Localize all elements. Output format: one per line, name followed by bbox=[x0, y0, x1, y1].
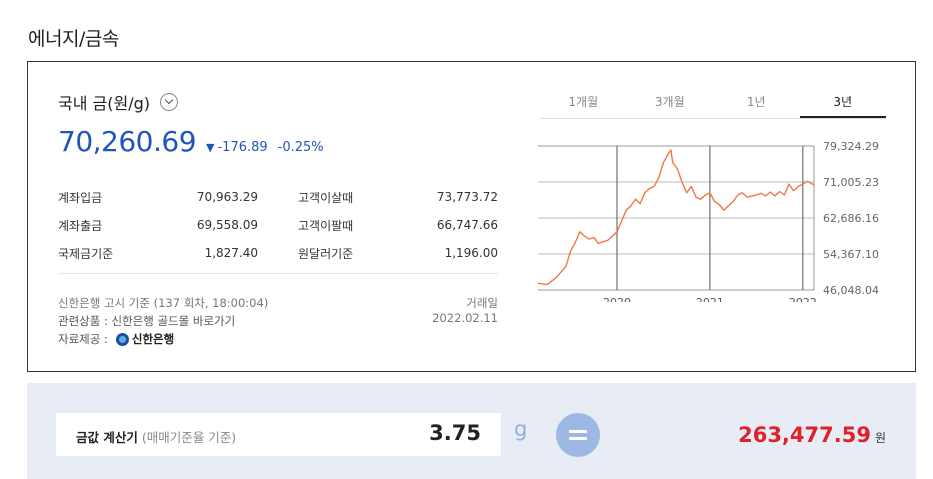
info-value: 1,827.40 bbox=[204, 246, 258, 260]
tab-1month[interactable]: 1개월 bbox=[568, 95, 599, 109]
info-label: 계좌입금 bbox=[58, 190, 103, 205]
x-tick-label: 2022 bbox=[789, 296, 817, 302]
info-row: 계좌출금 69,558.09 고객이팔때 66,747.66 bbox=[58, 211, 498, 239]
data-provider: 자료제공 : 신한은행 bbox=[58, 331, 174, 347]
tab-3year[interactable]: 3년 bbox=[799, 92, 886, 118]
gram-unit: g bbox=[514, 417, 528, 441]
info-row: 계좌입금 70,963.29 고객이살때 73,773.72 bbox=[58, 183, 498, 211]
price-row: 70,260.69 ▼ -176.89 -0.25% bbox=[58, 125, 324, 158]
y-tick-label: 46,048.04 bbox=[823, 284, 879, 297]
calc-label: 금값 계산기 (매매기준율 기준) bbox=[76, 427, 236, 446]
provider-label: 자료제공 : bbox=[58, 332, 108, 346]
info-row: 국제금기준 1,827.40 원달러기준 1,196.00 bbox=[58, 239, 498, 267]
tab-1year[interactable]: 1년 bbox=[746, 95, 766, 109]
y-tick-label: 79,324.29 bbox=[823, 140, 879, 153]
bank-logo-icon bbox=[115, 332, 129, 346]
shinhan-bank-logo: 신한은행 bbox=[115, 331, 175, 347]
source-notice: 신한은행 고시 기준 (137 회차, 18:00:04) bbox=[58, 296, 269, 310]
info-value: 70,963.29 bbox=[196, 190, 258, 204]
down-arrow-icon: ▼ bbox=[206, 141, 215, 154]
calc-result: 263,477.59 원 bbox=[738, 423, 886, 447]
price-change: ▼ -176.89 bbox=[206, 140, 268, 155]
change-value: -176.89 bbox=[217, 140, 268, 155]
info-label: 국제금기준 bbox=[58, 246, 114, 261]
result-unit: 원 bbox=[874, 431, 886, 445]
result-value: 263,477.59 bbox=[738, 423, 871, 447]
y-tick-label: 62,686.16 bbox=[823, 212, 879, 225]
current-price: 70,260.69 bbox=[58, 125, 197, 158]
info-value: 73,773.72 bbox=[436, 190, 498, 204]
info-label: 고객이팔때 bbox=[298, 218, 354, 233]
x-tick-label: 2021 bbox=[696, 296, 724, 302]
info-label: 계좌출금 bbox=[58, 218, 103, 233]
price-line bbox=[537, 149, 815, 286]
item-title: 국내 금(원/g) bbox=[58, 94, 150, 113]
x-tick-label: 2020 bbox=[603, 296, 631, 302]
divider bbox=[58, 273, 498, 274]
info-value: 1,196.00 bbox=[444, 246, 498, 260]
chevron-down-icon[interactable] bbox=[160, 93, 178, 111]
y-tick-label: 71,005.23 bbox=[823, 176, 879, 189]
calc-sublabel: (매매기준율 기준) bbox=[141, 430, 237, 445]
price-chart: 79,324.29 71,005.23 62,686.16 54,367.10 46,0… bbox=[537, 140, 879, 302]
info-label: 원달러기준 bbox=[298, 246, 354, 261]
gram-input[interactable] bbox=[361, 421, 481, 445]
item-title-row: 국내 금(원/g) bbox=[58, 90, 178, 114]
info-grid: 계좌입금 70,963.29 고객이살때 73,773.72 계좌출금 69,5… bbox=[58, 183, 498, 267]
section-title: 에너지/금속 bbox=[28, 28, 119, 50]
change-percent: -0.25% bbox=[277, 140, 324, 155]
provider-name: 신한은행 bbox=[131, 332, 175, 346]
related-product-link[interactable]: 관련상품 : 신한은행 골드몰 바로가기 bbox=[58, 314, 236, 328]
gold-calculator: 금값 계산기(매매기준율 기준) g 263,477.59 원 bbox=[27, 383, 916, 479]
info-label: 고객이살때 bbox=[298, 190, 354, 205]
gold-price-panel: 국내 금(원/g) 70,260.69 ▼ -176.89 -0.25% 계좌입금… bbox=[27, 61, 916, 372]
period-tabs: 1개월 3개월 1년 3년 bbox=[540, 92, 886, 119]
calc-input-box: 금값 계산기 (매매기준율 기준) bbox=[56, 413, 501, 456]
tab-3month[interactable]: 3개월 bbox=[654, 95, 685, 109]
y-tick-label: 54,367.10 bbox=[823, 248, 879, 261]
calc-title: 금값 계산기 bbox=[76, 430, 138, 445]
info-value: 66,747.66 bbox=[436, 218, 498, 232]
trade-date: 거래일 2022.02.11 bbox=[432, 296, 498, 325]
info-value: 69,558.09 bbox=[196, 218, 258, 232]
equals-button[interactable] bbox=[556, 413, 600, 457]
